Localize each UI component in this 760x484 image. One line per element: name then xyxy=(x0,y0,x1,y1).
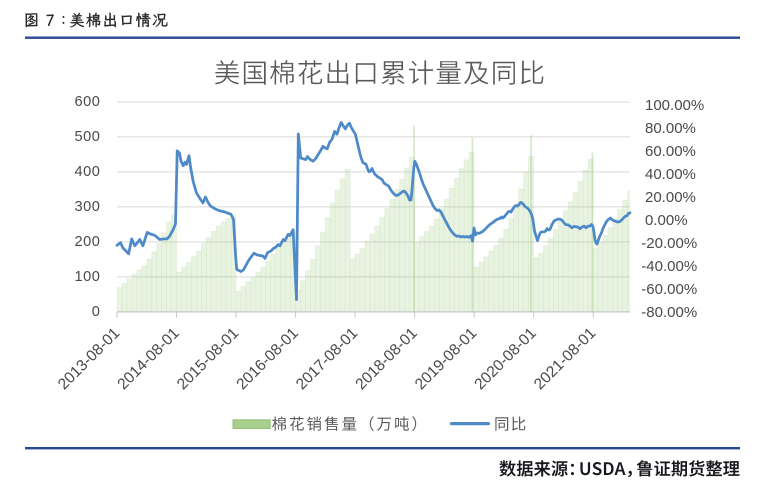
svg-text:0: 0 xyxy=(92,304,101,320)
svg-text:200: 200 xyxy=(75,234,101,250)
svg-text:2014-08-01: 2014-08-01 xyxy=(114,325,182,393)
svg-text:0.00%: 0.00% xyxy=(645,212,688,229)
svg-text:2015-08-01: 2015-08-01 xyxy=(174,325,242,393)
svg-text:2017-08-01: 2017-08-01 xyxy=(293,325,361,393)
svg-text:-20.00%: -20.00% xyxy=(641,235,697,252)
svg-text:2013-08-01: 2013-08-01 xyxy=(55,325,123,393)
svg-text:600: 600 xyxy=(75,94,101,110)
svg-text:-40.00%: -40.00% xyxy=(641,258,697,275)
svg-text:2020-08-01: 2020-08-01 xyxy=(471,325,539,393)
svg-text:40.00%: 40.00% xyxy=(645,166,696,183)
svg-text:100: 100 xyxy=(75,269,101,285)
svg-text:300: 300 xyxy=(75,199,101,215)
svg-text:2016-08-01: 2016-08-01 xyxy=(233,325,301,393)
svg-text:20.00%: 20.00% xyxy=(645,189,696,206)
svg-text:100.00%: 100.00% xyxy=(645,97,704,114)
svg-text:2019-08-01: 2019-08-01 xyxy=(412,325,480,393)
svg-text:60.00%: 60.00% xyxy=(645,143,696,160)
svg-text:-80.00%: -80.00% xyxy=(641,304,697,321)
svg-text:500: 500 xyxy=(75,129,101,145)
svg-text:2018-08-01: 2018-08-01 xyxy=(352,325,420,393)
svg-text:-60.00%: -60.00% xyxy=(641,281,697,298)
svg-text:2021-08-01: 2021-08-01 xyxy=(531,325,599,393)
svg-text:400: 400 xyxy=(75,164,101,180)
svg-text:80.00%: 80.00% xyxy=(645,120,696,137)
